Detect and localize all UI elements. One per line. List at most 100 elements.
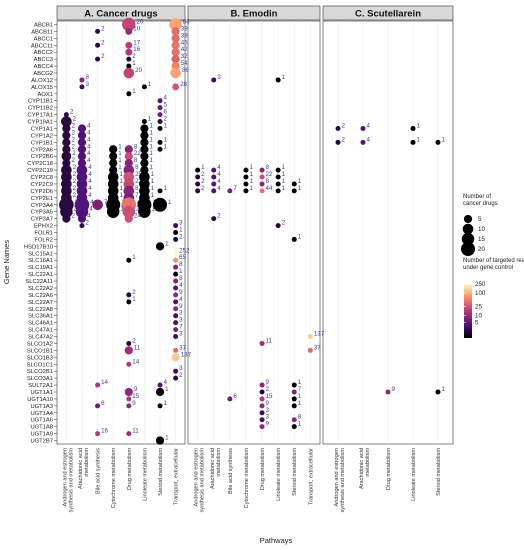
data-label: 2 — [71, 129, 75, 136]
data-point — [259, 340, 265, 346]
data-label: 3 — [266, 414, 270, 421]
data-point — [141, 119, 147, 125]
data-point — [211, 181, 217, 187]
data-label: 6 — [233, 393, 237, 400]
data-point — [62, 124, 71, 133]
data-label: 9 — [392, 386, 396, 393]
gene-tick-label: CYP1A2 — [31, 133, 53, 139]
data-point — [173, 320, 179, 326]
data-point — [173, 257, 179, 263]
panel-frame — [187, 20, 321, 445]
data-point — [124, 145, 133, 154]
facet-strips: A. Cancer drugs B. Emodin C. Scutellarein — [56, 5, 454, 21]
data-label: 7 — [104, 199, 108, 206]
data-label: 11 — [134, 344, 141, 351]
data-point — [157, 112, 163, 118]
gene-tick-label: ALOX12 — [31, 78, 53, 84]
data-point — [173, 306, 179, 312]
data-point — [92, 199, 103, 211]
data-point — [259, 174, 265, 180]
gene-tick-label: UGT2B7 — [30, 439, 53, 445]
data-point — [126, 431, 132, 437]
data-label: 4 — [88, 178, 92, 185]
gene-tick-label: CYP3A7 — [31, 217, 53, 223]
data-point — [79, 84, 85, 90]
data-point — [171, 55, 180, 64]
data-label: 4 — [87, 213, 91, 220]
data-label: 4 — [367, 122, 371, 129]
gene-tick-label: ABCC1 — [34, 36, 53, 42]
data-point — [126, 403, 132, 409]
data-point — [259, 410, 265, 416]
gene-tick-label: CYP2A6 — [31, 147, 53, 153]
data-point — [171, 353, 180, 362]
data-label: 1 — [151, 178, 155, 185]
data-label: 1 — [298, 400, 302, 407]
data-label: 17 — [133, 39, 140, 46]
data-label: 1 — [148, 81, 152, 88]
data-label: 2 — [85, 220, 89, 227]
data-point — [171, 27, 180, 36]
data-label: 1 — [151, 192, 155, 199]
pathway-label-line: Arachidonic acid — [210, 448, 216, 489]
data-point — [173, 368, 179, 374]
data-label: 9 — [266, 379, 270, 386]
data-point — [62, 138, 71, 147]
data-label: 15 — [266, 393, 273, 400]
data-label: 14 — [101, 379, 108, 386]
x-axis-title: Pathways — [260, 536, 293, 545]
data-label: 3 — [217, 74, 221, 81]
data-point — [360, 139, 366, 145]
data-label: 1 — [132, 254, 136, 261]
data-label: 4 — [164, 379, 168, 386]
pathway-tick-label: Transport, extracellular — [308, 448, 314, 505]
color-tick-label: 5 — [475, 319, 479, 326]
gene-tick-label: SLC22A1 — [28, 272, 53, 278]
pathway-label-line: Arachidonic acid — [78, 448, 84, 489]
gene-tick-label: CYP11B2 — [28, 106, 53, 112]
data-label: 65 — [179, 254, 186, 261]
gene-tick-label: UGT1A3 — [30, 404, 53, 410]
data-label: 20 — [135, 67, 142, 74]
data-point — [291, 181, 297, 187]
data-point — [153, 197, 168, 212]
data-label: 2 — [132, 289, 136, 296]
gene-tick-label: SLCO1C1 — [27, 362, 53, 368]
data-label: 1 — [179, 227, 183, 234]
data-point — [435, 389, 441, 395]
data-label: 8 — [85, 74, 89, 81]
legend-title-line: Number of targeted reactions — [463, 258, 524, 264]
data-point — [259, 424, 265, 430]
color-tick-label: 250 — [475, 281, 486, 288]
data-label: 2 — [179, 233, 183, 240]
data-label: 2 — [70, 109, 74, 116]
data-label: 2 — [73, 171, 77, 178]
data-label: 37 — [314, 344, 321, 351]
pathway-tick-label: Arachidonic acidmetabolism — [78, 448, 90, 489]
data-label: 4 — [179, 282, 183, 289]
data-label: 1 — [150, 136, 154, 143]
data-point — [95, 403, 101, 409]
data-label: 2 — [201, 185, 205, 192]
data-label: 3 — [266, 407, 270, 414]
data-label: 1 — [282, 171, 286, 178]
gene-tick-label: CYP1A1 — [31, 126, 53, 132]
color-bar — [464, 284, 472, 338]
data-point — [275, 77, 281, 83]
pathway-tick-label: Transport, extracellular — [174, 448, 180, 505]
data-label: 2 — [342, 122, 346, 129]
gene-tick-label: CYP2C18 — [27, 161, 53, 167]
data-label: 1 — [151, 171, 155, 178]
gene-tick-label: FOLR2 — [34, 237, 53, 243]
data-label: 2 — [72, 150, 76, 157]
gene-tick-label: UGT1A10 — [27, 397, 53, 403]
data-label: 24 — [134, 213, 141, 220]
pathway-label-line: synthesis and metabolism — [200, 448, 206, 513]
gene-tick-label: SLC36A1 — [28, 314, 53, 320]
gene-tick-label: SLCO2B1 — [27, 369, 53, 375]
data-point — [141, 84, 147, 90]
data-label: 2 — [164, 116, 168, 123]
gene-tick-label: SLC19A1 — [28, 265, 53, 271]
data-label: 15 — [132, 393, 139, 400]
gene-tick-label: CYP19A1 — [28, 120, 53, 126]
